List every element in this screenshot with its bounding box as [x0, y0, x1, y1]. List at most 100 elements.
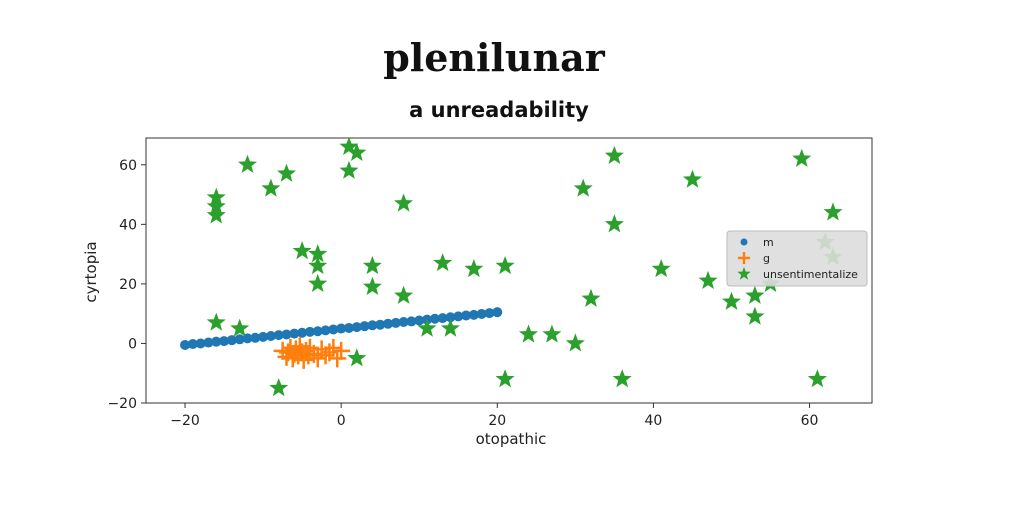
data-point-unsentimentalize	[277, 163, 296, 182]
data-point-m	[390, 317, 401, 328]
data-point-g	[324, 338, 343, 357]
data-point-unsentimentalize	[651, 259, 671, 278]
data-point-m	[219, 336, 230, 347]
data-point-g	[332, 341, 351, 360]
data-point-unsentimentalize	[745, 285, 765, 304]
data-point-m	[383, 318, 393, 329]
data-point-unsentimentalize	[698, 270, 718, 289]
data-point-m	[375, 319, 386, 330]
chart-title: plenilunar	[383, 35, 606, 80]
data-point-unsentimentalize	[308, 256, 328, 275]
data-point-m	[359, 321, 370, 332]
x-axis-label: otopathic	[476, 430, 547, 448]
data-point-m	[398, 317, 409, 328]
data-point-m	[414, 315, 425, 326]
data-point-unsentimentalize	[308, 244, 328, 263]
y-tick-label: 40	[119, 217, 137, 233]
legend-marker-m	[740, 238, 748, 246]
data-point-unsentimentalize	[339, 160, 359, 179]
legend-marker-unsentimentalize	[737, 267, 751, 280]
y-tick-label: −20	[107, 396, 137, 412]
data-point-m	[445, 312, 456, 323]
data-point-unsentimentalize	[269, 378, 289, 397]
plot-frame	[145, 137, 873, 404]
data-point-m	[258, 331, 269, 342]
data-point-m	[187, 339, 198, 350]
data-point-unsentimentalize	[823, 202, 843, 221]
y-tick-label: 20	[119, 277, 137, 293]
data-point-unsentimentalize	[292, 241, 312, 260]
y-tick-label: 60	[119, 158, 137, 174]
data-point-unsentimentalize	[464, 259, 484, 278]
data-point-unsentimentalize	[394, 285, 414, 304]
data-point-m	[195, 338, 206, 349]
data-point-g	[304, 344, 323, 363]
data-point-m	[343, 322, 354, 333]
data-point-unsentimentalize	[542, 324, 562, 343]
legend-marker-g	[738, 252, 750, 264]
data-point-m	[336, 323, 347, 334]
data-point-unsentimentalize	[792, 148, 812, 167]
data-point-m	[312, 326, 323, 337]
data-point-unsentimentalize	[722, 291, 741, 310]
data-point-unsentimentalize	[347, 142, 367, 161]
data-point-unsentimentalize	[745, 306, 765, 325]
data-point-g	[328, 349, 347, 368]
data-point-m	[226, 335, 237, 346]
data-point-unsentimentalize	[440, 318, 460, 337]
data-point-unsentimentalize	[433, 253, 453, 272]
y-tick-label: 0	[128, 336, 137, 352]
data-point-unsentimentalize	[612, 369, 632, 388]
data-point-m	[328, 324, 339, 335]
data-point-unsentimentalize	[347, 348, 367, 367]
data-point-unsentimentalize	[519, 324, 538, 343]
data-point-unsentimentalize	[565, 333, 585, 352]
data-point-m	[203, 337, 214, 348]
data-point-unsentimentalize	[417, 318, 437, 337]
data-point-m	[484, 308, 495, 319]
data-point-m	[211, 336, 222, 347]
data-point-m	[320, 325, 331, 336]
data-point-g	[294, 350, 313, 369]
x-tick-label: 60	[801, 413, 819, 429]
data-point-unsentimentalize	[495, 369, 515, 388]
data-point-unsentimentalize	[573, 178, 593, 197]
data-point-m	[429, 313, 440, 324]
legend: mg unsentimentalize	[726, 230, 868, 287]
data-point-unsentimentalize	[238, 154, 257, 173]
data-point-m	[453, 311, 464, 322]
legend-label-unsentimentalize: unsentimentalize	[763, 268, 858, 281]
x-tick-label: 0	[337, 413, 346, 429]
data-point-m	[234, 334, 245, 345]
data-point-unsentimentalize	[206, 312, 226, 331]
x-tick-label: 20	[488, 413, 506, 429]
data-point-unsentimentalize	[339, 136, 359, 155]
data-point-unsentimentalize	[230, 318, 250, 337]
series-g	[273, 337, 351, 369]
data-point-unsentimentalize	[362, 276, 382, 295]
data-point-m	[476, 308, 487, 319]
data-point-g	[316, 346, 335, 365]
data-point-m	[297, 327, 308, 338]
data-point-m	[461, 310, 472, 321]
data-point-unsentimentalize	[682, 169, 702, 188]
data-point-m	[281, 329, 292, 340]
legend-box	[726, 230, 868, 287]
data-point-unsentimentalize	[308, 273, 328, 292]
data-point-m	[180, 339, 191, 350]
data-point-m	[468, 309, 479, 320]
data-point-g	[297, 341, 316, 360]
data-point-m	[351, 322, 362, 333]
data-point-m	[406, 316, 417, 327]
data-point-unsentimentalize	[206, 187, 226, 206]
data-point-unsentimentalize	[495, 256, 515, 275]
series-m	[180, 307, 503, 350]
data-point-unsentimentalize	[261, 178, 281, 197]
data-point-m	[250, 332, 261, 343]
data-point-m	[289, 328, 300, 339]
data-point-m	[437, 313, 448, 324]
data-point-unsentimentalize	[394, 193, 414, 212]
data-point-unsentimentalize	[206, 205, 226, 224]
